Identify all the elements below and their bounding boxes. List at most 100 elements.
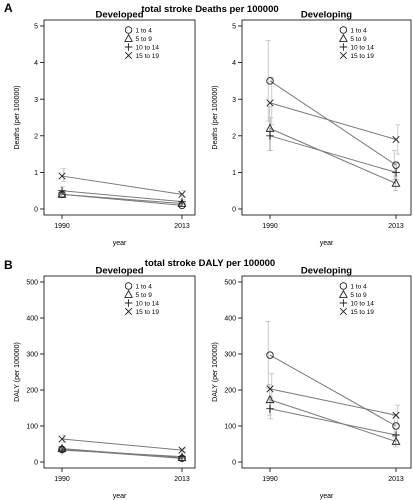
- y-tick-label: 300: [26, 352, 38, 359]
- panel-title: Developing: [301, 10, 352, 21]
- legend-marker: [124, 289, 134, 298]
- legend-label: 5 to 9: [136, 36, 153, 43]
- y-tick-label: 500: [26, 280, 38, 287]
- section-title: total stroke DALY per 100000: [145, 258, 275, 269]
- legend-marker: [124, 51, 133, 60]
- plus-legend-icon: [124, 43, 133, 51]
- y-tick-label: 400: [26, 316, 38, 323]
- circle-point: [392, 161, 400, 169]
- circle-point: [266, 351, 274, 359]
- triangle-legend-icon: [124, 33, 134, 42]
- cross-point: [58, 435, 66, 443]
- legend-label: 5 to 9: [350, 292, 367, 299]
- legend-label: 10 to 14: [350, 300, 374, 307]
- plus-point: [178, 197, 186, 206]
- legend-label: 1 to 4: [350, 27, 367, 34]
- legend-label: 15 to 19: [350, 309, 374, 316]
- circle-point: [266, 77, 274, 85]
- plot-frame: [43, 275, 196, 469]
- y-tick-label: 400: [224, 316, 236, 323]
- plus-point: [266, 132, 274, 140]
- plus-legend-icon: [339, 43, 348, 51]
- plus-point: [392, 431, 400, 439]
- panel-title: Developed: [95, 266, 143, 277]
- plot-frame: [241, 275, 412, 469]
- series-line: [269, 80, 397, 166]
- legend-marker: [339, 51, 348, 60]
- circle-point: [392, 422, 400, 430]
- legend-label: 10 to 14: [136, 44, 160, 51]
- legend-marker: [124, 26, 133, 34]
- legend-label: 15 to 19: [136, 53, 160, 60]
- x-axis-label: year: [113, 493, 127, 500]
- series-line: [61, 175, 183, 195]
- triangle-legend-icon: [338, 289, 348, 298]
- circle-legend-icon: [339, 282, 348, 290]
- y-tick-label: 100: [224, 424, 236, 431]
- legend-label: 5 to 9: [350, 36, 367, 43]
- plus-point: [58, 446, 66, 454]
- y-axis-label: Deaths (per 100000): [14, 85, 21, 149]
- cross-legend-icon: [339, 51, 348, 60]
- plot-frame: [241, 19, 412, 216]
- section-letter: A: [4, 1, 13, 15]
- y-tick-label: 0: [232, 460, 236, 467]
- series-line: [61, 438, 183, 451]
- series-line: [269, 408, 397, 436]
- triangle-legend-icon: [338, 33, 348, 42]
- plus-legend-icon: [339, 299, 348, 307]
- plus-point: [392, 168, 400, 177]
- legend-label: 5 to 9: [136, 292, 153, 299]
- y-tick-label: 5: [34, 24, 38, 31]
- y-tick-label: 200: [26, 388, 38, 395]
- chart-panel: Developing 0 1 2 3 4 5 Deaths (per 100000) 1990 2…: [212, 10, 412, 247]
- series-line: [269, 399, 397, 442]
- y-tick-label: 300: [224, 352, 236, 359]
- panel-title: Developed: [95, 10, 143, 21]
- x-tick-label: 2013: [388, 223, 404, 230]
- legend-label: 1 to 4: [136, 283, 153, 290]
- series-line: [269, 135, 397, 173]
- plot-frame: [43, 19, 196, 216]
- series-line: [269, 102, 397, 140]
- legend-marker: [124, 33, 134, 42]
- chart-panel: Developed 0 1 2 3 4 5 Deaths (per 100000) 1990 20…: [14, 10, 196, 247]
- legend-marker: [339, 26, 348, 34]
- plus-legend-icon: [124, 299, 133, 307]
- x-axis-label: year: [320, 240, 334, 247]
- y-axis-label: Deaths (per 100000): [212, 85, 219, 149]
- circle-legend-icon: [124, 26, 133, 34]
- x-tick-label: 1990: [262, 223, 278, 230]
- series-line: [61, 193, 183, 205]
- y-tick-label: 1: [34, 170, 38, 177]
- legend-label: 1 to 4: [350, 283, 367, 290]
- x-tick-label: 1990: [54, 223, 70, 230]
- legend-label: 15 to 19: [136, 309, 160, 316]
- cross-point: [58, 172, 66, 180]
- chart-panel: Developing 0 100 200 300 400 500 DALY (per 1000…: [212, 266, 412, 500]
- y-tick-label: 3: [34, 97, 38, 104]
- y-tick-label: 500: [224, 280, 236, 287]
- y-tick-label: 0: [34, 460, 38, 467]
- y-tick-label: 4: [232, 60, 236, 67]
- triangle-point: [177, 452, 187, 462]
- legend-marker: [124, 299, 133, 307]
- x-tick-label: 1990: [54, 476, 70, 483]
- legend-marker: [124, 307, 133, 316]
- x-tick-label: 2013: [174, 476, 190, 483]
- series-line: [61, 190, 183, 203]
- y-axis-label: DALY (per 100000): [14, 342, 21, 402]
- triangle-legend-icon: [124, 289, 134, 298]
- y-tick-label: 2: [34, 133, 38, 140]
- y-tick-label: 3: [232, 97, 236, 104]
- cross-legend-icon: [124, 51, 133, 60]
- legend-marker: [339, 282, 348, 290]
- triangle-point: [265, 123, 275, 132]
- cross-legend-icon: [339, 307, 348, 316]
- cross-point: [392, 411, 400, 419]
- circle-legend-icon: [124, 282, 133, 290]
- y-tick-label: 100: [26, 424, 38, 431]
- chart-panel: Developed 0 100 200 300 400 500 DALY (per 10000…: [14, 266, 196, 500]
- x-axis-label: year: [320, 493, 334, 500]
